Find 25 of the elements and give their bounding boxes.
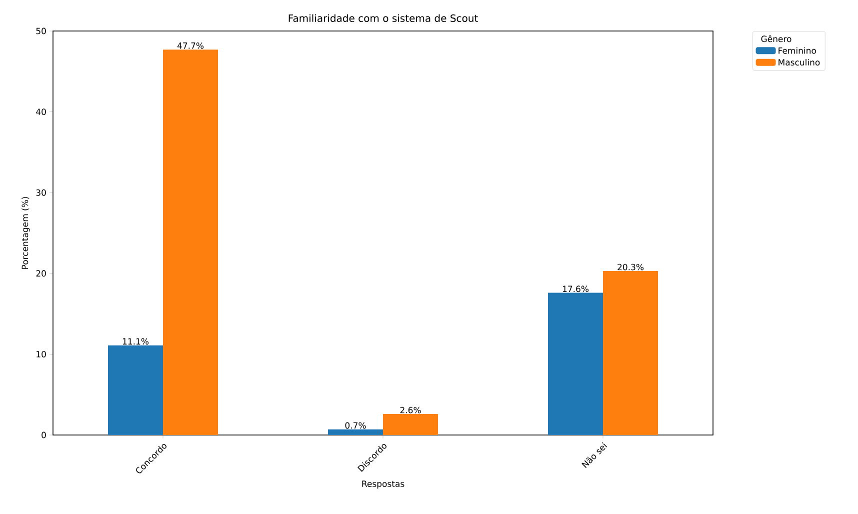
y-axis-title: Porcentagem (%) xyxy=(22,197,30,269)
data-label: 47.7% xyxy=(177,42,204,49)
data-label: 0.7% xyxy=(345,422,366,429)
data-label: 2.6% xyxy=(400,406,421,414)
y-tick-label: 40 xyxy=(36,108,46,116)
legend-label: Feminino xyxy=(778,47,816,54)
bar xyxy=(328,429,384,435)
y-tick-label: 50 xyxy=(36,28,46,34)
bar xyxy=(108,345,163,435)
y-tick-label: 30 xyxy=(36,189,46,196)
data-label: 11.1% xyxy=(122,338,149,345)
y-tick-label: 0 xyxy=(42,432,46,438)
legend-label: Masculino xyxy=(778,58,820,66)
y-tick-label: 20 xyxy=(36,270,46,277)
y-tick-label: 10 xyxy=(36,350,46,358)
legend-title: Gênero xyxy=(761,35,792,42)
x-axis-title: Respostas xyxy=(362,480,404,489)
bar xyxy=(548,292,604,435)
chart-title: Familiaridade com o sistema de Scout xyxy=(288,14,478,22)
bar xyxy=(163,50,218,435)
data-label: 17.6% xyxy=(562,286,589,292)
x-tick-label: Não sei xyxy=(582,442,608,468)
bar xyxy=(603,270,658,435)
bar xyxy=(383,414,438,435)
data-label: 20.3% xyxy=(618,264,644,270)
